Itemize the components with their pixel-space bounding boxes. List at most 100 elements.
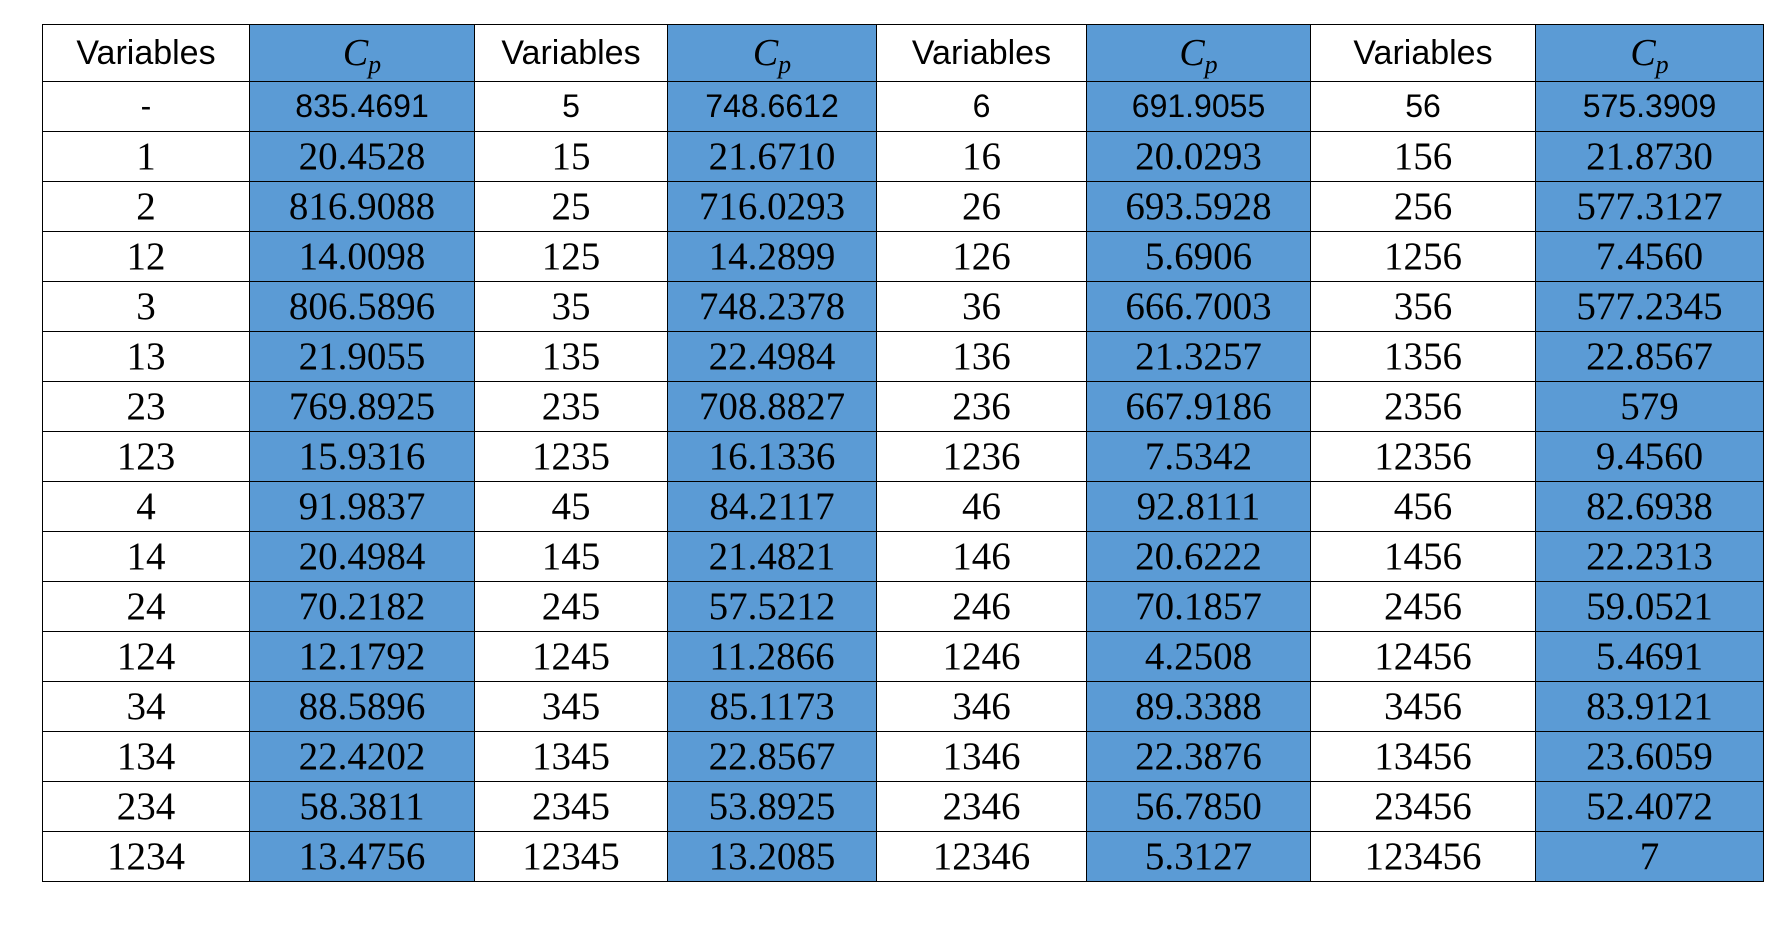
cp-value-cell: 22.8567	[667, 731, 877, 782]
variables-cell: 34	[42, 681, 250, 732]
cp-value-cell: 769.8925	[249, 381, 475, 432]
cp-value-cell: 22.4202	[249, 731, 475, 782]
variables-cell: 14	[42, 531, 250, 582]
cp-value-cell: 7	[1535, 831, 1764, 882]
cp-value-cell: 91.9837	[249, 481, 475, 532]
variables-cell: 6	[876, 81, 1087, 132]
table-row: 14 20.4984 145 21.4821 146 20.6222 1456 22.2313	[42, 531, 1764, 582]
table-row: 4 91.9837 45 84.2117 46 92.8111 456 82.6938	[42, 481, 1764, 532]
variables-header: Variables	[1310, 24, 1536, 82]
variables-cell: 135	[474, 331, 668, 382]
table-row: 134 22.4202 1345 22.8567 1346 22.3876 13456 23.…	[42, 731, 1764, 782]
cp-value-cell: 53.8925	[667, 781, 877, 832]
cp-value-cell: 70.2182	[249, 581, 475, 632]
variables-cell: 345	[474, 681, 668, 732]
variables-cell: 13456	[1310, 731, 1536, 782]
table-body: -835.4691 5 748.6612 6 691.9055 56 575.3909 1 20…	[42, 81, 1764, 882]
cp-value-cell: 577.2345	[1535, 281, 1764, 332]
variables-cell: 56	[1310, 81, 1536, 132]
variables-cell: 1346	[876, 731, 1087, 782]
cp-value-cell: 667.9186	[1086, 381, 1311, 432]
cp-value-cell: 57.5212	[667, 581, 877, 632]
cp-header: Cp	[667, 24, 877, 82]
variables-cell: 145	[474, 531, 668, 582]
variables-cell: 12	[42, 231, 250, 282]
variables-cell: 146	[876, 531, 1087, 582]
variables-cell: 246	[876, 581, 1087, 632]
variables-cell: 1345	[474, 731, 668, 782]
cp-value-cell: 21.4821	[667, 531, 877, 582]
table-row: 2 816.9088 25 716.0293 26 693.5928 256 577.3127	[42, 181, 1764, 232]
variables-cell: 1256	[1310, 231, 1536, 282]
table-row: 234 58.3811 2345 53.8925 2346 56.7850 23456 52.…	[42, 781, 1764, 832]
table-row: 12 14.0098 125 14.2899 126 5.6906 1256 7.4560	[42, 231, 1764, 282]
cp-value-cell: 12.1792	[249, 631, 475, 682]
variables-cell: 2456	[1310, 581, 1536, 632]
cp-value-cell: 708.8827	[667, 381, 877, 432]
variables-cell: 3456	[1310, 681, 1536, 732]
variables-cell: 5	[474, 81, 668, 132]
table-row: -835.4691 5 748.6612 6 691.9055 56 575.3909	[42, 81, 1764, 132]
cp-value-cell: 22.4984	[667, 331, 877, 382]
variables-cell: 1235	[474, 431, 668, 482]
variables-cell: 13	[42, 331, 250, 382]
cp-value-cell: 4.2508	[1086, 631, 1311, 682]
variables-cell: 23456	[1310, 781, 1536, 832]
variables-header: Variables	[876, 24, 1087, 82]
variables-cell: 2	[42, 181, 250, 232]
variables-cell: 235	[474, 381, 668, 432]
variables-cell: 12456	[1310, 631, 1536, 682]
cp-value-cell: 816.9088	[249, 181, 475, 232]
cp-value-cell: 5.3127	[1086, 831, 1311, 882]
cp-header: Cp	[1535, 24, 1764, 82]
variables-cell: 124	[42, 631, 250, 682]
cp-value-cell: 52.4072	[1535, 781, 1764, 832]
cp-value-cell: 9.4560	[1535, 431, 1764, 482]
table-row: 1234 13.4756 12345 13.2085 12346 5.3127 123456…	[42, 831, 1764, 882]
variables-cell: 24	[42, 581, 250, 632]
variables-cell: 126	[876, 231, 1087, 282]
cp-header: Cp	[249, 24, 475, 82]
variables-cell: 35	[474, 281, 668, 332]
variables-cell: 123456	[1310, 831, 1536, 882]
header-row: Variables Cp Variables Cp Variables Cp V…	[42, 24, 1764, 82]
cp-value-cell: 56.7850	[1086, 781, 1311, 832]
cp-value-cell: 748.6612	[667, 81, 877, 132]
variables-cell: 1245	[474, 631, 668, 682]
cp-value-cell: 82.6938	[1535, 481, 1764, 532]
cp-value-cell: 748.2378	[667, 281, 877, 332]
cp-value-cell: 14.2899	[667, 231, 877, 282]
cp-value-cell: 83.9121	[1535, 681, 1764, 732]
cp-table: Variables Cp Variables Cp Variables Cp V…	[42, 24, 1764, 882]
cp-value-cell: 20.0293	[1086, 131, 1311, 182]
cp-value-cell: 13.4756	[249, 831, 475, 882]
cp-value-cell: 21.8730	[1535, 131, 1764, 182]
cp-value-cell: 7.4560	[1535, 231, 1764, 282]
table-row: 1 20.4528 15 21.6710 16 20.0293 156 21.8730	[42, 131, 1764, 182]
cp-value-cell: 85.1173	[667, 681, 877, 732]
cp-value-cell: 58.3811	[249, 781, 475, 832]
cp-value-cell: 7.5342	[1086, 431, 1311, 482]
cp-value-cell: 22.2313	[1535, 531, 1764, 582]
variables-cell: 26	[876, 181, 1087, 232]
variables-cell: 123	[42, 431, 250, 482]
variables-cell: 245	[474, 581, 668, 632]
cp-value-cell: 693.5928	[1086, 181, 1311, 232]
variables-cell: 1246	[876, 631, 1087, 682]
cp-value-cell: 21.3257	[1086, 331, 1311, 382]
cp-value-cell: 11.2866	[667, 631, 877, 682]
variables-cell: 136	[876, 331, 1087, 382]
variables-cell: 125	[474, 231, 668, 282]
variables-cell: 134	[42, 731, 250, 782]
variables-cell: 2356	[1310, 381, 1536, 432]
cp-value-cell: 20.4984	[249, 531, 475, 582]
variables-cell: -	[42, 81, 250, 132]
cp-value-cell: 666.7003	[1086, 281, 1311, 332]
variables-cell: 12346	[876, 831, 1087, 882]
variables-cell: 156	[1310, 131, 1536, 182]
cp-value-cell: 716.0293	[667, 181, 877, 232]
cp-value-cell: 575.3909	[1535, 81, 1764, 132]
cp-value-cell: 23.6059	[1535, 731, 1764, 782]
cp-value-cell: 84.2117	[667, 481, 877, 532]
variables-cell: 25	[474, 181, 668, 232]
